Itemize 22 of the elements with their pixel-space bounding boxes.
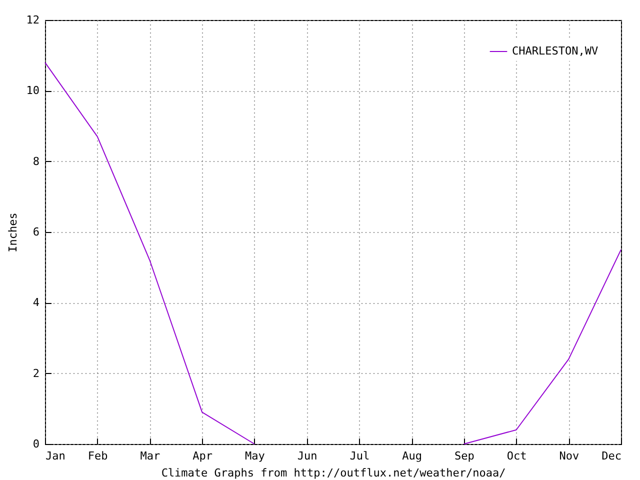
x-tick-label: Sep	[454, 450, 474, 462]
x-tick-label: Nov	[559, 450, 580, 462]
x-tick-label: Dec	[602, 450, 622, 462]
y-axis-title: Inches	[6, 212, 20, 252]
y-tick-label: 6	[32, 226, 40, 238]
y-tick-label: 10	[26, 84, 40, 98]
y-tick-label: 2	[32, 366, 40, 380]
x-tick-label: Mar	[140, 450, 161, 462]
x-tick-label: Oct	[506, 450, 527, 462]
x-tick-label: Jun	[297, 450, 318, 462]
y-tick-label: 8	[32, 154, 40, 168]
x-tick-label: Apr	[192, 450, 213, 462]
legend-label: CHARLESTON,WV	[512, 44, 598, 58]
x-axis-title: Climate Graphs from http://outflux.net/weather/noaa/	[161, 466, 506, 480]
x-tick-label: May	[245, 450, 266, 462]
x-tick-label: Jul	[350, 450, 370, 462]
x-tick-label: Aug	[402, 450, 422, 462]
y-tick-label: 4	[32, 296, 40, 310]
y-tick-label: 12	[26, 14, 40, 26]
x-tick-label: Feb	[88, 450, 108, 462]
y-tick-label: 0	[32, 438, 40, 450]
x-tick-label: Jan	[46, 450, 66, 462]
